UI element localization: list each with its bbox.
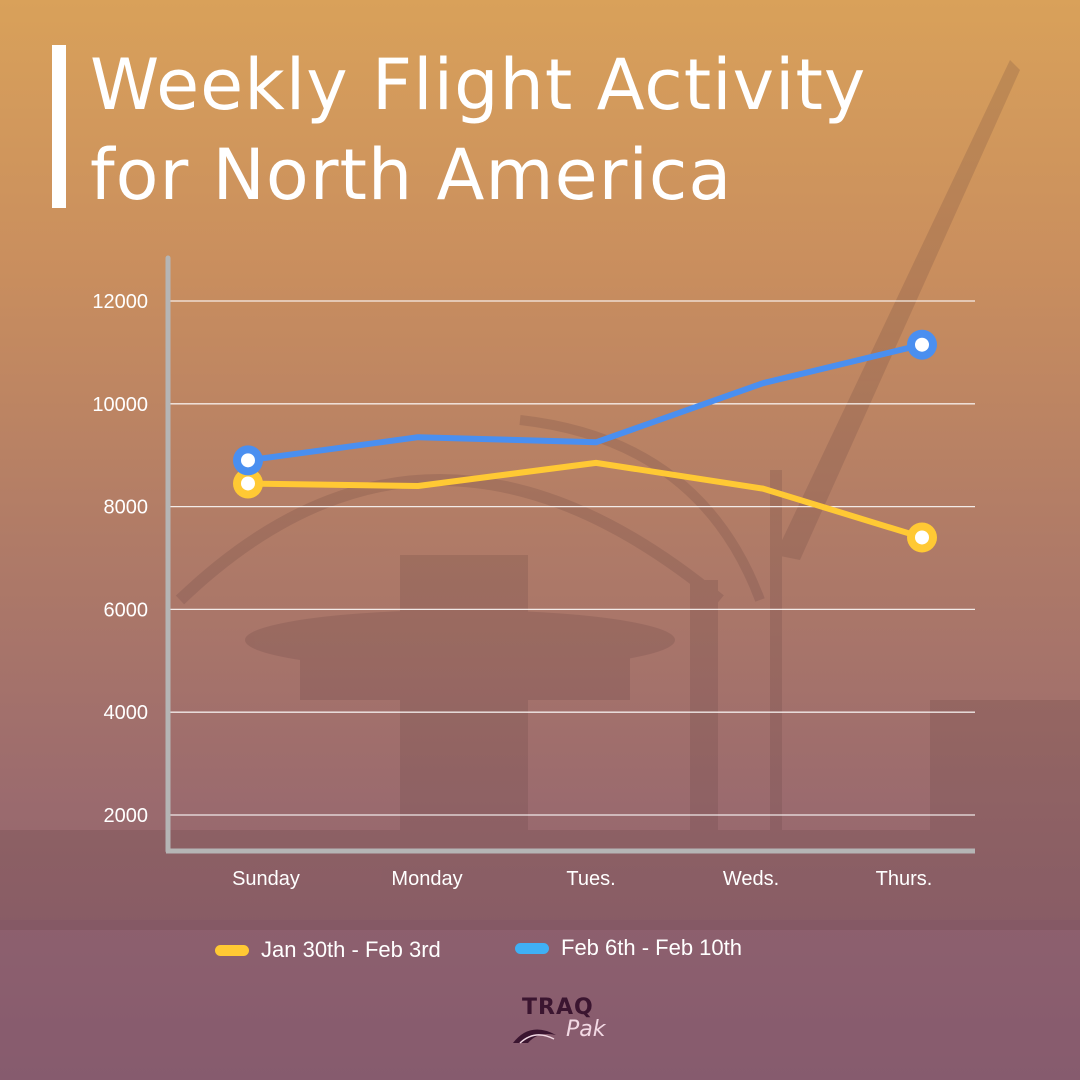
x-tick-label-weds: Weds.: [723, 868, 779, 890]
legend-label-series-1: Jan 30th - Feb 3rd: [261, 937, 441, 962]
logo-word-1: TRAQ: [522, 995, 594, 1020]
title-line-2: for North America: [90, 134, 733, 216]
legend-label-series-2: Feb 6th - Feb 10th: [561, 935, 742, 960]
page-title: Weekly Flight Activity for North America: [90, 40, 1050, 220]
series-1-point-thurs: [915, 530, 929, 545]
legend-swatch-series-1: [215, 944, 249, 956]
legend-item-series-1: Jan 30th - Feb 3rd: [215, 937, 441, 963]
y-tick-label-4000: 4000: [104, 702, 149, 724]
y-tick-label-8000: 8000: [104, 497, 149, 519]
series-1-line: [245, 459, 925, 541]
legend-swatch-series-2: [515, 942, 549, 954]
x-tick-label-thurs: Thurs.: [876, 868, 933, 890]
y-tick-label-10000: 10000: [92, 394, 148, 416]
series-2-line: [245, 341, 925, 464]
legend-item-series-2: Feb 6th - Feb 10th: [515, 935, 742, 961]
x-tick-label-monday: Monday: [391, 868, 462, 890]
series-2-point-sunday: [241, 453, 255, 468]
series-1-point-sunday: [241, 476, 255, 491]
logo-word-2: Pak: [566, 1017, 606, 1042]
y-tick-label-2000: 2000: [104, 805, 149, 827]
title-accent-bar: [52, 45, 66, 208]
title-line-1: Weekly Flight Activity: [90, 44, 867, 126]
traqpak-logo: TRAQ Pak: [510, 995, 630, 1050]
x-tick-label-sunday: Sunday: [232, 868, 300, 890]
x-tick-label-tues: Tues.: [566, 868, 615, 890]
series-2-point-thurs: [915, 337, 929, 352]
logo-wing-icon: [513, 1029, 556, 1044]
y-tick-label-12000: 12000: [92, 291, 148, 313]
y-tick-label-6000: 6000: [104, 599, 149, 621]
